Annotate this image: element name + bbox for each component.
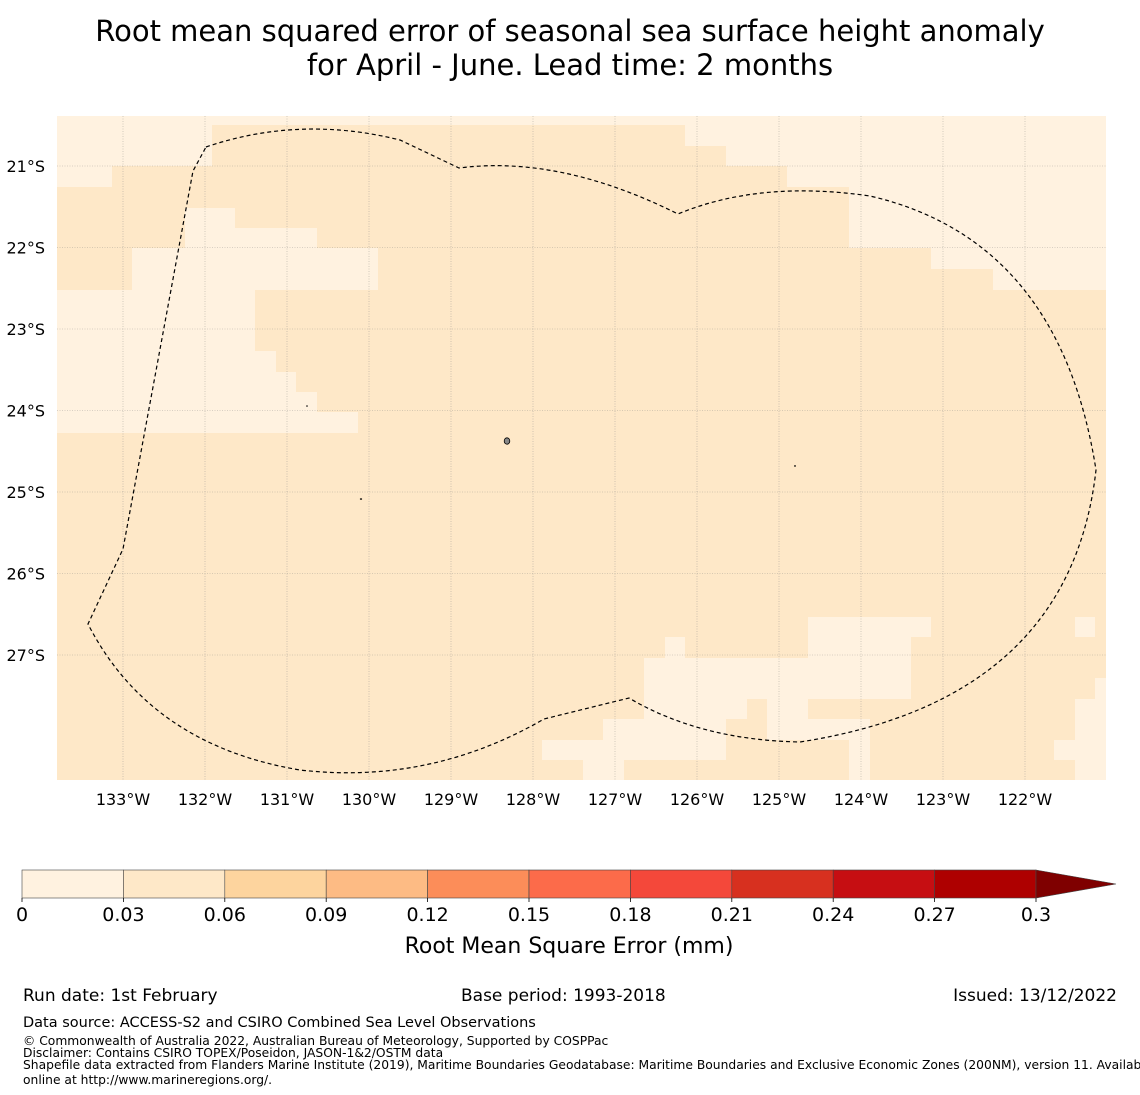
colorbar-label: Root Mean Square Error (mm) [405, 934, 734, 959]
colorbar-extend-arrow [1035, 869, 1117, 899]
light-region-top-left [57, 116, 212, 187]
lon-tick-label: 131°W [260, 790, 315, 809]
colorbar-tick-label: 0.3 [1021, 904, 1051, 926]
island-marker [359, 498, 363, 500]
lat-tick-label: 21°S [6, 157, 45, 176]
colorbar-tick-label: 0.03 [102, 904, 144, 926]
issued-date: Issued: 13/12/2022 [953, 986, 1117, 1006]
island-marker [306, 405, 308, 407]
colorbar-segment [21, 869, 124, 899]
colorbar: 0 0.03 0.06 0.09 0.12 0.15 0.18 0.21 0.24 0.27 0.3… [16, 869, 1117, 959]
lat-tick-label: 25°S [6, 483, 45, 502]
map-panel: 21°S22°S23°S24°S25°S26°S27°S 133°W 132°W 1… [6, 116, 1106, 809]
colorbar-segment [528, 869, 631, 899]
light-region-top-strip [212, 116, 1106, 290]
colorbar-segment [934, 869, 1037, 899]
colorbar-tick-label: 0.12 [406, 904, 448, 926]
lon-tick-label: 133°W [96, 790, 151, 809]
light-region-south [542, 617, 931, 780]
colorbar-tick-label: 0.24 [812, 904, 854, 926]
map-title: Root mean squared error of seasonal sea … [0, 14, 1140, 82]
map-gridlines [57, 116, 1106, 780]
colorbar-segment [224, 869, 327, 899]
light-anomaly-cells [57, 116, 1106, 780]
colorbar-tick-label: 0.27 [913, 904, 955, 926]
lat-tick-label: 26°S [6, 565, 45, 584]
eez-boundary [87, 128, 1097, 774]
lon-tick-label: 127°W [588, 790, 643, 809]
colorbar-segment [832, 869, 935, 899]
colorbar-tick-label: 0.18 [609, 904, 651, 926]
lon-tick-label: 129°W [424, 790, 479, 809]
lon-tick-label: 124°W [834, 790, 889, 809]
lon-tick-label: 123°W [916, 790, 971, 809]
colorbar-segment [630, 869, 733, 899]
longitude-labels: 133°W 132°W 131°W 130°W 129°W 128°W 127°W 126°W… [96, 790, 1053, 809]
shapefile-credit-line-1: Shapefile data extracted from Flanders M… [23, 1058, 1140, 1072]
lon-tick-label: 125°W [752, 790, 807, 809]
data-source: Data source: ACCESS-S2 and CSIRO Combine… [23, 1015, 536, 1031]
lon-tick-label: 126°W [670, 790, 725, 809]
colorbar-segment [123, 869, 226, 899]
colorbar-tick-label: 0.15 [508, 904, 550, 926]
disclaimer: Disclaimer: Contains CSIRO TOPEX/Poseido… [23, 1046, 444, 1060]
latitude-labels: 21°S 22°S 23°S 24°S 25°S 26°S 27°S [6, 157, 45, 665]
islands [306, 405, 796, 500]
colorbar-segment [731, 869, 834, 899]
colorbar-tick-label: 0 [16, 904, 28, 926]
shapefile-credit-line-2: online at http://www.marineregions.org/. [23, 1073, 273, 1087]
colorbar-segment [325, 869, 428, 899]
lon-tick-label: 122°W [998, 790, 1053, 809]
lat-tick-label: 27°S [6, 646, 45, 665]
lon-tick-label: 128°W [506, 790, 561, 809]
title-line-2: for April - June. Lead time: 2 months [306, 48, 834, 82]
colorbar-tick-label: 0.21 [711, 904, 753, 926]
copyright: © Commonwealth of Australia 2022, Austra… [23, 1034, 609, 1048]
colorbar-tick-label: 0.06 [204, 904, 246, 926]
lat-tick-label: 22°S [6, 239, 45, 258]
island-marker [503, 437, 511, 445]
island-marker [794, 465, 796, 467]
run-date: Run date: 1st February [23, 986, 218, 1006]
title-line-1: Root mean squared error of seasonal sea … [95, 14, 1045, 48]
colorbar-tick-label: 0.09 [305, 904, 347, 926]
colorbar-segments [21, 869, 1117, 899]
lat-tick-label: 24°S [6, 402, 45, 421]
lon-tick-label: 130°W [342, 790, 397, 809]
light-region-west [57, 208, 378, 433]
lon-tick-label: 132°W [178, 790, 233, 809]
lat-tick-label: 23°S [6, 320, 45, 339]
base-period: Base period: 1993-2018 [461, 986, 666, 1006]
colorbar-segment [427, 869, 530, 899]
light-region-east-dots [1054, 617, 1106, 780]
colorbar-ticks: 0 0.03 0.06 0.09 0.12 0.15 0.18 0.21 0.24 0.27 0.3 [16, 898, 1051, 926]
